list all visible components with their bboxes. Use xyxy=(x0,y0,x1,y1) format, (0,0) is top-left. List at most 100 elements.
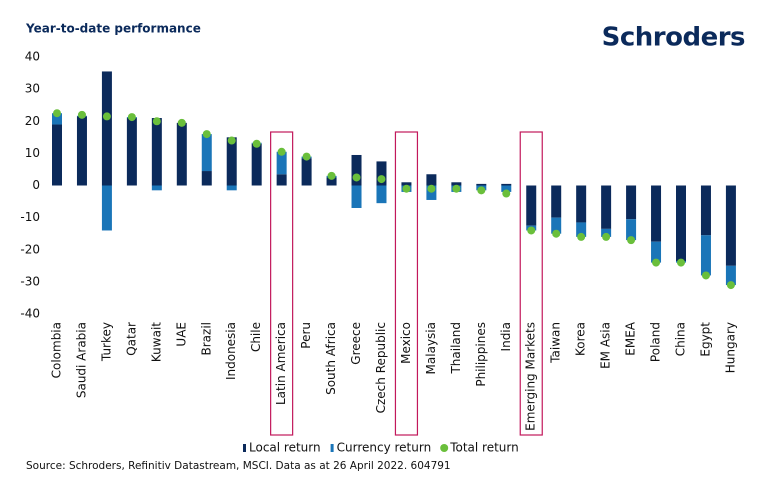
total-dot xyxy=(427,184,436,193)
x-tick-label: Egypt xyxy=(698,322,712,357)
bar xyxy=(426,185,437,200)
bar xyxy=(251,143,262,186)
bar xyxy=(101,185,112,231)
source-note: Source: Schroders, Refinitiv Datastream,… xyxy=(26,460,451,472)
x-tick-label: Czech Republic xyxy=(374,322,388,413)
logo: Schroders xyxy=(602,23,745,53)
bar xyxy=(151,185,162,191)
legend-label: Currency return xyxy=(337,441,432,455)
x-tick-label: Malaysia xyxy=(424,322,438,374)
x-tick-label: Thailand xyxy=(449,322,463,375)
total-dot xyxy=(327,171,336,180)
total-dot xyxy=(352,173,361,182)
bar xyxy=(551,185,562,218)
bar xyxy=(576,185,587,223)
total-dot xyxy=(652,258,661,267)
bar xyxy=(301,158,312,186)
y-tick-label: 10 xyxy=(25,146,40,160)
bar xyxy=(700,185,711,236)
legend-swatch xyxy=(243,444,246,452)
x-tick-label: Qatar xyxy=(124,322,138,356)
total-dot xyxy=(53,109,61,118)
bar xyxy=(651,185,662,242)
bar xyxy=(501,185,512,192)
total-dot xyxy=(252,139,261,148)
bar xyxy=(176,122,187,186)
bar xyxy=(376,161,387,186)
bar xyxy=(700,235,711,276)
x-tick-label: India xyxy=(499,322,513,351)
highlight-box xyxy=(270,131,294,436)
bar xyxy=(201,171,212,186)
bar xyxy=(101,71,112,186)
x-tick-label: UAE xyxy=(174,322,188,347)
total-dot xyxy=(602,232,611,241)
y-tick-label: 40 xyxy=(25,50,40,64)
x-tick-label: Hungary xyxy=(723,322,737,373)
y-tick-label: -40 xyxy=(20,307,40,321)
x-tick-label: Poland xyxy=(649,322,663,362)
bar xyxy=(201,134,212,172)
bar xyxy=(351,154,362,186)
bar xyxy=(676,185,686,261)
x-tick-label: Turkey xyxy=(99,322,113,362)
bar xyxy=(526,185,537,226)
total-dot xyxy=(577,232,586,241)
total-dot xyxy=(627,236,636,245)
bar xyxy=(451,182,462,186)
x-tick-label: Saudi Arabia xyxy=(74,322,88,398)
bar xyxy=(725,185,736,266)
bar xyxy=(601,185,612,229)
x-tick-label: Indonesia xyxy=(224,322,238,380)
x-tick-label: EMEA xyxy=(624,321,638,356)
bar xyxy=(52,124,62,186)
total-dot xyxy=(452,184,461,193)
highlight-box xyxy=(394,131,419,436)
highlight-box xyxy=(519,131,543,436)
x-tick-label: Brazil xyxy=(199,322,213,356)
x-tick-label: Taiwan xyxy=(549,322,563,364)
legend-swatch xyxy=(440,444,449,452)
bar xyxy=(76,116,87,186)
total-dot xyxy=(527,226,536,235)
y-tick-label: 20 xyxy=(25,114,40,128)
bar xyxy=(651,241,662,263)
total-dot xyxy=(202,130,211,139)
x-tick-label: Korea xyxy=(574,322,588,356)
bar xyxy=(401,182,412,186)
x-tick-label: Philippines xyxy=(474,322,488,387)
total-dot xyxy=(552,229,561,238)
x-tick-label: Greece xyxy=(349,322,363,365)
bar xyxy=(226,137,237,186)
total-dot xyxy=(227,136,236,145)
bar xyxy=(276,151,287,175)
bar xyxy=(725,265,736,286)
x-tick-label: Peru xyxy=(299,322,313,349)
x-tick-label: China xyxy=(674,322,688,356)
bar xyxy=(551,217,562,234)
y-tick-label: -10 xyxy=(20,210,40,224)
total-dot xyxy=(477,186,486,195)
bar xyxy=(351,185,362,208)
x-tick-label: Latin America xyxy=(274,322,288,405)
total-dot xyxy=(177,118,186,127)
bar xyxy=(626,185,637,220)
y-tick-label: 0 xyxy=(32,178,40,192)
y-tick-label: -30 xyxy=(20,274,40,288)
legend-label: Total return xyxy=(449,441,519,455)
bar xyxy=(151,118,162,186)
bar xyxy=(376,185,387,204)
total-dot xyxy=(377,175,386,184)
x-tick-label: Mexico xyxy=(399,322,413,364)
total-dot xyxy=(152,117,161,126)
y-tick-label: -20 xyxy=(20,242,40,256)
total-dot xyxy=(127,113,136,122)
x-tick-label: Emerging Markets xyxy=(524,322,538,431)
total-dot xyxy=(726,281,735,290)
bar xyxy=(52,113,62,125)
total-dot xyxy=(302,152,311,161)
total-dot xyxy=(502,189,511,198)
bar xyxy=(501,183,512,186)
x-tick-label: South Africa xyxy=(324,322,338,395)
